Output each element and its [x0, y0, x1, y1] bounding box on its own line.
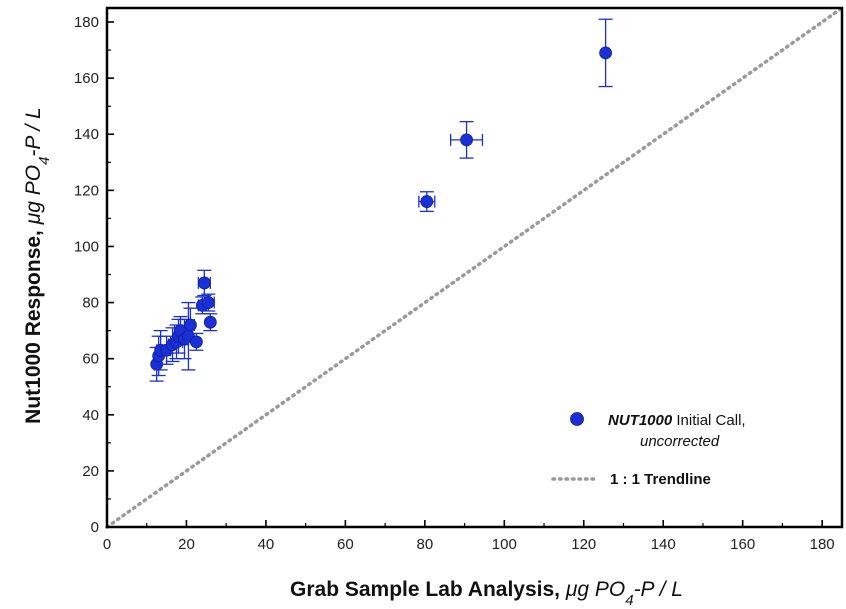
- plot-frame: [105, 6, 844, 529]
- data-marker: [197, 276, 211, 290]
- legend: NUT1000 Initial Call, uncorrected 1 : 1 Tr…: [551, 412, 746, 488]
- x-tick-label: 40: [258, 536, 275, 553]
- plot-layer: [105, 6, 844, 529]
- y-axis-title: Nut1000 Response, μg PO4-P / L: [22, 107, 53, 424]
- data-marker: [201, 296, 215, 309]
- y-tick-label: 40: [82, 407, 99, 424]
- y-tick-label: 120: [74, 182, 99, 199]
- data-point: [418, 191, 436, 213]
- data-point: [450, 120, 484, 159]
- x-tick-label: 100: [492, 536, 517, 553]
- x-tick-label: 180: [810, 536, 835, 553]
- y-tick-label: 0: [91, 519, 99, 536]
- y-tick-label: 100: [74, 238, 99, 255]
- x-tick-label: 140: [651, 536, 676, 553]
- axis-layer: 0 20 40 60 80 100 120 140 160 180 0 20 40 60 80 100 120 1…: [22, 6, 844, 609]
- legend-marker: [570, 412, 584, 426]
- data-point: [183, 307, 198, 343]
- data-point: [197, 269, 212, 297]
- y-tick-label: 60: [82, 351, 99, 368]
- x-tick-label: 160: [730, 536, 755, 553]
- y-tick-label: 160: [74, 70, 99, 87]
- y-tick-label: 180: [74, 14, 99, 31]
- data-point: [598, 18, 613, 88]
- x-tick-label: 120: [571, 536, 596, 553]
- legend-trendline-label: 1 : 1 Trendline: [610, 471, 711, 488]
- y-tick-label: 140: [74, 126, 99, 143]
- trendline-1-to-1: [105, 6, 844, 529]
- data-marker: [189, 335, 203, 349]
- x-axis-title: Grab Sample Lab Analysis, μg PO4-P / L: [290, 578, 683, 609]
- x-tick-label: 80: [416, 536, 433, 553]
- x-tick-label: 60: [337, 536, 354, 553]
- y-tick-label: 20: [82, 463, 99, 480]
- x-tick-label: 0: [103, 536, 111, 553]
- y-tick-label: 80: [82, 295, 99, 312]
- data-point: [201, 293, 216, 312]
- data-marker: [599, 46, 613, 60]
- legend-series-label-line2: uncorrected: [640, 433, 720, 450]
- x-tick-label: 20: [178, 536, 195, 553]
- data-marker: [184, 318, 197, 332]
- data-marker: [203, 315, 217, 329]
- legend-series-label: NUT1000 Initial Call,: [608, 412, 746, 429]
- data-marker: [420, 195, 434, 208]
- data-point: [203, 313, 218, 332]
- data-marker: [460, 133, 473, 147]
- data-point: [189, 332, 204, 351]
